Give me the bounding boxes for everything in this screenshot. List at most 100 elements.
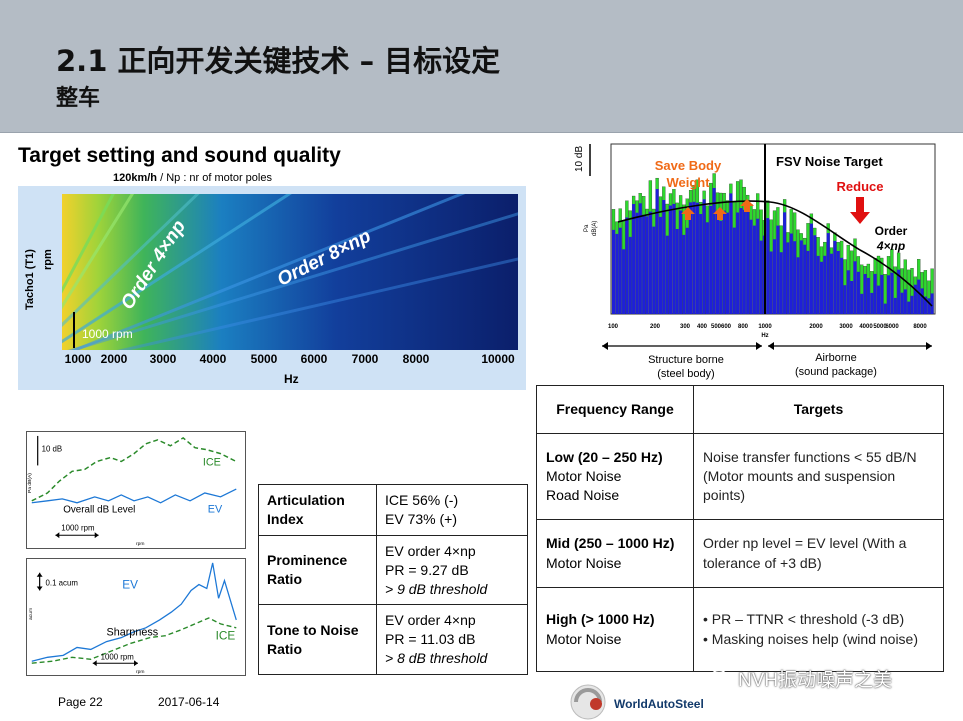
spectrum-bar-blue (692, 201, 696, 314)
x-tick: 6000 (300, 352, 328, 366)
spectrum-bar-blue (783, 212, 787, 314)
save-arrow (740, 199, 754, 212)
x-tick: 200 (650, 324, 661, 330)
spectrum-bar-blue (927, 298, 931, 314)
spectrum-bar-blue (709, 205, 713, 314)
spectrum-bar-blue (685, 227, 689, 314)
spectrum-bar-blue (712, 188, 716, 314)
spectrogram-y-unit: rpm (42, 249, 54, 270)
x-tick: 500 (711, 324, 722, 330)
spectrum-bar-blue (840, 257, 844, 314)
spectrum-bar-blue (705, 222, 709, 314)
spectrum-bar-blue (826, 233, 830, 314)
fsv-x-ticks: 100 200 300 400 500 600 800 1000 2000 30… (608, 324, 927, 339)
y-unit: acum (29, 608, 34, 620)
region-right-2: (sound package) (795, 366, 877, 378)
spectrum-bar-blue (920, 288, 924, 314)
ice-label: ICE (203, 456, 221, 468)
x-tick: 1000 (64, 352, 92, 366)
spectrum-bar-blue (820, 261, 823, 314)
spectrum-bar-blue (632, 204, 636, 314)
spectrogram-x-unit: Hz (284, 372, 299, 386)
spectrum-bar-blue (776, 225, 780, 314)
spectrum-bar-blue (789, 233, 793, 314)
spectrum-bar-blue (679, 210, 683, 314)
spectrum-bar-blue (759, 240, 763, 314)
table-row: Tone to Noise Ratio EV order 4×np PR = 1… (258, 604, 528, 676)
spectrum-bar-blue (648, 211, 652, 314)
y-unit-a: Pa (584, 224, 590, 232)
reduce-label: Reduce (837, 179, 884, 194)
ev-curve (31, 562, 237, 662)
x-tick: 10000 (481, 352, 515, 366)
column-header: Targets (693, 385, 944, 434)
target-cell: • PR – TTNR < threshold (-3 dB) • Maskin… (693, 587, 944, 672)
column-header: Frequency Range (536, 385, 694, 434)
spectrum-bar-blue (836, 251, 840, 314)
spectrum-bar-blue (655, 189, 659, 314)
x-tick: 800 (738, 324, 749, 330)
spectrum-bar-blue (823, 255, 827, 314)
spectrum-bar-blue (873, 273, 877, 314)
metric-line: ICE 56% (-) (385, 492, 459, 508)
spectrum-bar-blue (903, 289, 907, 314)
metric-name: Articulation Index (258, 484, 377, 536)
scale-label: 10 dB (574, 146, 585, 172)
x-tick: 2000 (809, 324, 823, 330)
spectrum-bar-blue (726, 212, 729, 314)
region-right-1: Airborne (815, 352, 857, 364)
spectrum-bar-blue (669, 205, 672, 314)
metric-name: Tone to Noise Ratio (258, 604, 377, 676)
slide-title: 2.1 正向开发关键技术 – 目标设定 (56, 44, 501, 78)
spectrum-bar-blue (900, 292, 904, 314)
spectrum-bar-blue (625, 217, 629, 314)
spectrum-bar-blue (635, 212, 639, 314)
table-row: Prominence Ratio EV order 4×np PR = 9.27… (258, 534, 528, 606)
overall-caption: Overall dB Level (63, 505, 135, 516)
spectrum-bar-blue (756, 218, 760, 314)
ev-curve (31, 488, 237, 504)
speed-note: / Np : nr of motor poles (157, 172, 272, 184)
spectrum-bar-blue (930, 293, 934, 314)
x-tick: 400 (697, 324, 708, 330)
spectrum-bar-blue (860, 293, 864, 314)
spectrum-bar-blue (803, 244, 807, 314)
spectrum-bar-blue (853, 261, 857, 314)
spectrum-bar-blue (749, 219, 753, 314)
spectrum-bar-blue (923, 296, 927, 314)
spectrum-bar-blue (622, 249, 626, 314)
spectrogram-y-label: Tacho1 (T1) (24, 249, 36, 310)
scale-label: 10 dB (42, 445, 63, 454)
spectrum-bar-blue (736, 212, 740, 314)
spectrum-bar-blue (779, 252, 783, 314)
spectrum-bar-blue (662, 200, 666, 314)
spectrum-bar-blue (806, 250, 810, 314)
ice-curve (31, 617, 237, 664)
ev-label: EV (208, 504, 223, 516)
x-unit: Hz (761, 333, 768, 339)
range-label: Low (20 – 250 Hz) (546, 448, 663, 465)
spectrum-bar-blue (917, 279, 921, 314)
y-unit: Pa dB(A) (27, 473, 33, 493)
spectrum-bar-blue (887, 275, 890, 314)
sound-quality-metrics-table: Articulation Index ICE 56% (-) EV 73% (+… (258, 484, 528, 676)
x-tick: 8000 (402, 352, 430, 366)
y-unit-b: dB(A) (592, 221, 598, 236)
spectrum-bar-blue (612, 229, 615, 314)
x-tick: 2000 (100, 352, 128, 366)
spectrum-bar-blue (752, 225, 756, 314)
spectrum-bar-blue (813, 235, 817, 314)
page-number: Page 22 (58, 695, 103, 709)
x-unit: rpm (136, 669, 144, 675)
spectrum-bar-blue (866, 277, 870, 314)
spectrum-bar-blue (689, 202, 693, 314)
x-tick: 3000 (839, 324, 853, 330)
table-row: Low (20 – 250 Hz) Motor Noise Road Noise… (536, 433, 944, 520)
metric-name: Prominence Ratio (258, 534, 377, 606)
spectrum-bar-blue (856, 271, 860, 314)
fsv-noise-target-chart: 10 dB Pa dB(A) Save Body Weight FSV Nois… (574, 143, 936, 380)
spectrum-bar-blue (722, 210, 726, 314)
spectrum-bar-blue (890, 272, 894, 314)
spectrum-bar-blue (799, 240, 803, 314)
order8-label: Order 8×np (274, 225, 375, 291)
